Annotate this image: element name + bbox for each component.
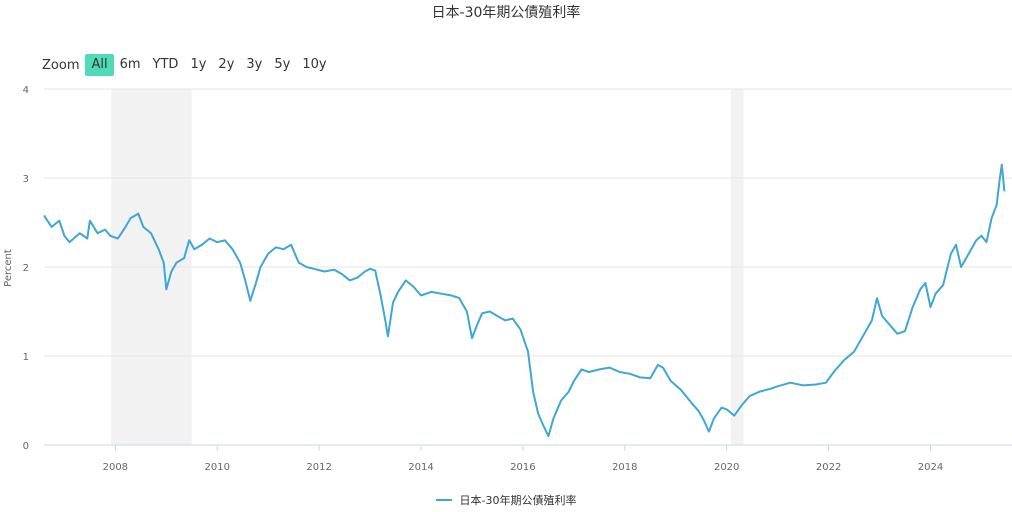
x-tick-label: 2008 [103, 462, 128, 473]
x-tick-label: 2018 [612, 462, 637, 473]
y-tick-label: 4 [23, 85, 29, 96]
x-tick-label: 2022 [816, 462, 841, 473]
y-tick-label: 3 [23, 174, 29, 185]
zoom-bar: Zoom All 6m YTD 1y 2y 3y 5y 10y [42, 54, 333, 76]
x-tick-label: 2010 [204, 462, 229, 473]
y-axis-label: Percent [3, 249, 14, 287]
zoom-10y-button[interactable]: 10y [302, 57, 327, 72]
x-tick-label: 2020 [714, 462, 739, 473]
chart-title: 日本-30年期公債殖利率 [431, 5, 581, 21]
zoom-ytd-button[interactable]: YTD [152, 57, 179, 72]
y-tick-label: 2 [23, 263, 29, 274]
x-tick-label: 2016 [510, 462, 535, 473]
legend[interactable]: 日本-30年期公債殖利率 [0, 492, 1012, 508]
y-tick-label: 1 [23, 352, 29, 363]
zoom-2y-button[interactable]: 2y [218, 57, 235, 72]
zoom-all-button[interactable]: All [85, 54, 114, 76]
x-tick-label: 2014 [408, 462, 433, 473]
x-tick-label: 2012 [306, 462, 331, 473]
zoom-5y-button[interactable]: 5y [274, 57, 291, 72]
zoom-label: Zoom [42, 57, 80, 73]
zoom-3y-button[interactable]: 3y [246, 57, 263, 72]
y-tick-label: 0 [23, 441, 29, 452]
series-line [43, 163, 1006, 438]
legend-swatch [435, 499, 452, 501]
zoom-6m-button[interactable]: 6m [119, 57, 141, 72]
legend-label: 日本-30年期公債殖利率 [459, 494, 577, 507]
x-tick-label: 2024 [918, 462, 943, 473]
zoom-1y-button[interactable]: 1y [190, 57, 207, 72]
